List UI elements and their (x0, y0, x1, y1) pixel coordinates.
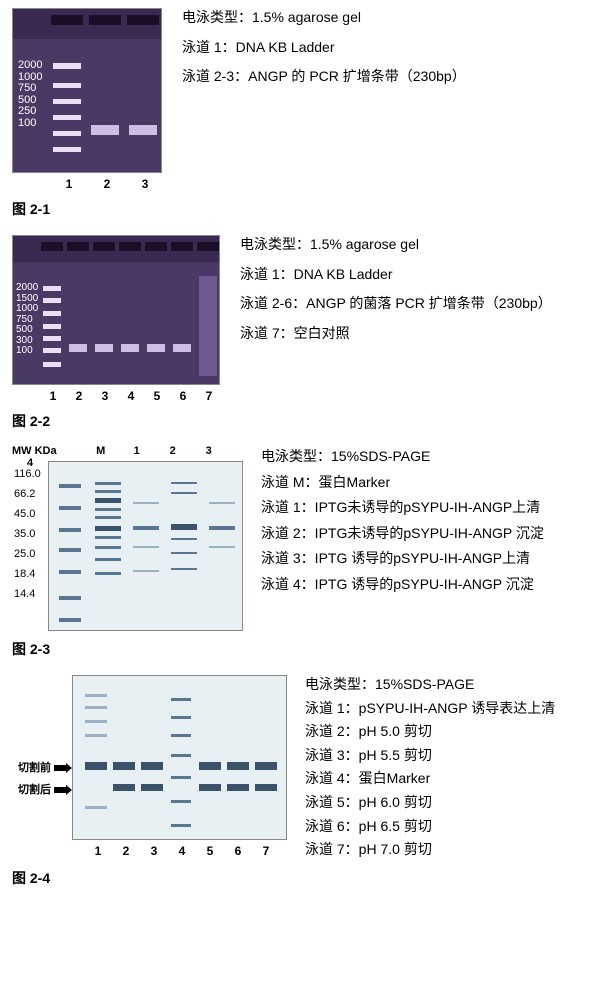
desc-line: 泳道 3：pH 5.5 剪切 (305, 746, 555, 766)
arrow-after: 切割后 (18, 781, 72, 797)
lane-numbers: 1234567 (72, 844, 287, 858)
description: 电泳类型：1.5% agarose gel 泳道 1：DNA KB Ladder 泳… (182, 8, 466, 87)
desc-line: 泳道 5：pH 6.0 剪切 (305, 793, 555, 813)
panel-2-1: 20001000750500250100 123 电泳类型：1.5% agaro… (12, 8, 601, 219)
description: 电泳类型：15%SDS-PAGE 泳道 1：pSYPU-IH-ANGP 诱导表达上… (305, 675, 555, 860)
desc-line: 电泳类型：1.5% agarose gel (240, 235, 552, 255)
desc-line: 泳道 6：pH 6.5 剪切 (305, 817, 555, 837)
desc-line: 电泳类型：1.5% agarose gel (182, 8, 466, 28)
desc-line: 泳道 3：IPTG 诱导的pSYPU-IH-ANGP上清 (261, 549, 544, 569)
panel-row: 200015001000750500300100 1234567 电泳类型：1.… (12, 235, 601, 403)
gel-image-2-1 (12, 8, 162, 173)
desc-line: 泳道 1：DNA KB Ladder (240, 265, 552, 285)
gel-wrap: 20001000750500250100 123 (12, 8, 164, 191)
mw-label: MW KDa (12, 445, 57, 457)
figure-caption: 图 2-3 (12, 639, 601, 659)
panel-2-2: 200015001000750500300100 1234567 电泳类型：1.… (12, 235, 601, 431)
panel-2-3: MW KDa M1234 (12, 447, 601, 659)
desc-line: 泳道 4：蛋白Marker (305, 769, 555, 789)
mw-labels: 116.066.245.035.025.018.414.4 (14, 469, 41, 609)
figure-caption: 图 2-1 (12, 199, 601, 219)
desc-line: 泳道 4：IPTG 诱导的pSYPU-IH-ANGP 沉淀 (261, 575, 544, 595)
lane-numbers: 123 (12, 177, 164, 191)
desc-line: 泳道 M：蛋白Marker (261, 473, 544, 493)
panel-row: 20001000750500250100 123 电泳类型：1.5% agaro… (12, 8, 601, 191)
desc-line: 泳道 2：IPTG未诱导的pSYPU-IH-ANGP 沉淀 (261, 524, 544, 544)
desc-line: 泳道 2：pH 5.0 剪切 (305, 722, 555, 742)
panel-2-4: 切割前 切割后 1234567 电泳类型：15%SDS-PAGE 泳道 1：pSY… (12, 675, 601, 888)
description: 电泳类型：15%SDS-PAGE 泳道 M：蛋白Marker 泳道 1：IPTG未诱… (261, 447, 544, 595)
panel-row: MW KDa M1234 (12, 447, 601, 631)
desc-line: 电泳类型：15%SDS-PAGE (305, 675, 555, 695)
gel-wrap: MW KDa M1234 (48, 447, 243, 631)
desc-line: 泳道 1：DNA KB Ladder (182, 38, 466, 58)
gel-wrap: 切割前 切割后 1234567 (72, 675, 287, 858)
desc-line: 泳道 2-6：ANGP 的菌落 PCR 扩增条带（230bp） (240, 294, 552, 314)
desc-line: 泳道 7：pH 7.0 剪切 (305, 840, 555, 860)
arrow-before-label: 切割前 (18, 762, 51, 774)
figure-caption: 图 2-4 (12, 868, 601, 888)
mw-header: MW KDa M1234 (12, 445, 242, 469)
panel-row: 切割前 切割后 1234567 电泳类型：15%SDS-PAGE 泳道 1：pSY… (12, 675, 601, 860)
desc-line: 泳道 1：IPTG未诱导的pSYPU-IH-ANGP上清 (261, 498, 544, 518)
figure-caption: 图 2-2 (12, 411, 601, 431)
gel-image-2-4 (72, 675, 287, 840)
description: 电泳类型：1.5% agarose gel 泳道 1：DNA KB Ladder 泳… (240, 235, 552, 343)
lane-numbers: 1234567 (12, 389, 222, 403)
desc-line: 泳道 2-3：ANGP 的 PCR 扩增条带（230bp） (182, 67, 466, 87)
desc-line: 电泳类型：15%SDS-PAGE (261, 447, 544, 467)
gel-image-2-3 (48, 461, 243, 631)
gel-image-2-2 (12, 235, 220, 385)
desc-line: 泳道 7：空白对照 (240, 324, 552, 344)
arrow-after-label: 切割后 (18, 784, 51, 796)
gel-wrap: 200015001000750500300100 1234567 (12, 235, 222, 403)
desc-line: 泳道 1：pSYPU-IH-ANGP 诱导表达上清 (305, 699, 555, 719)
arrow-before: 切割前 (18, 759, 72, 775)
